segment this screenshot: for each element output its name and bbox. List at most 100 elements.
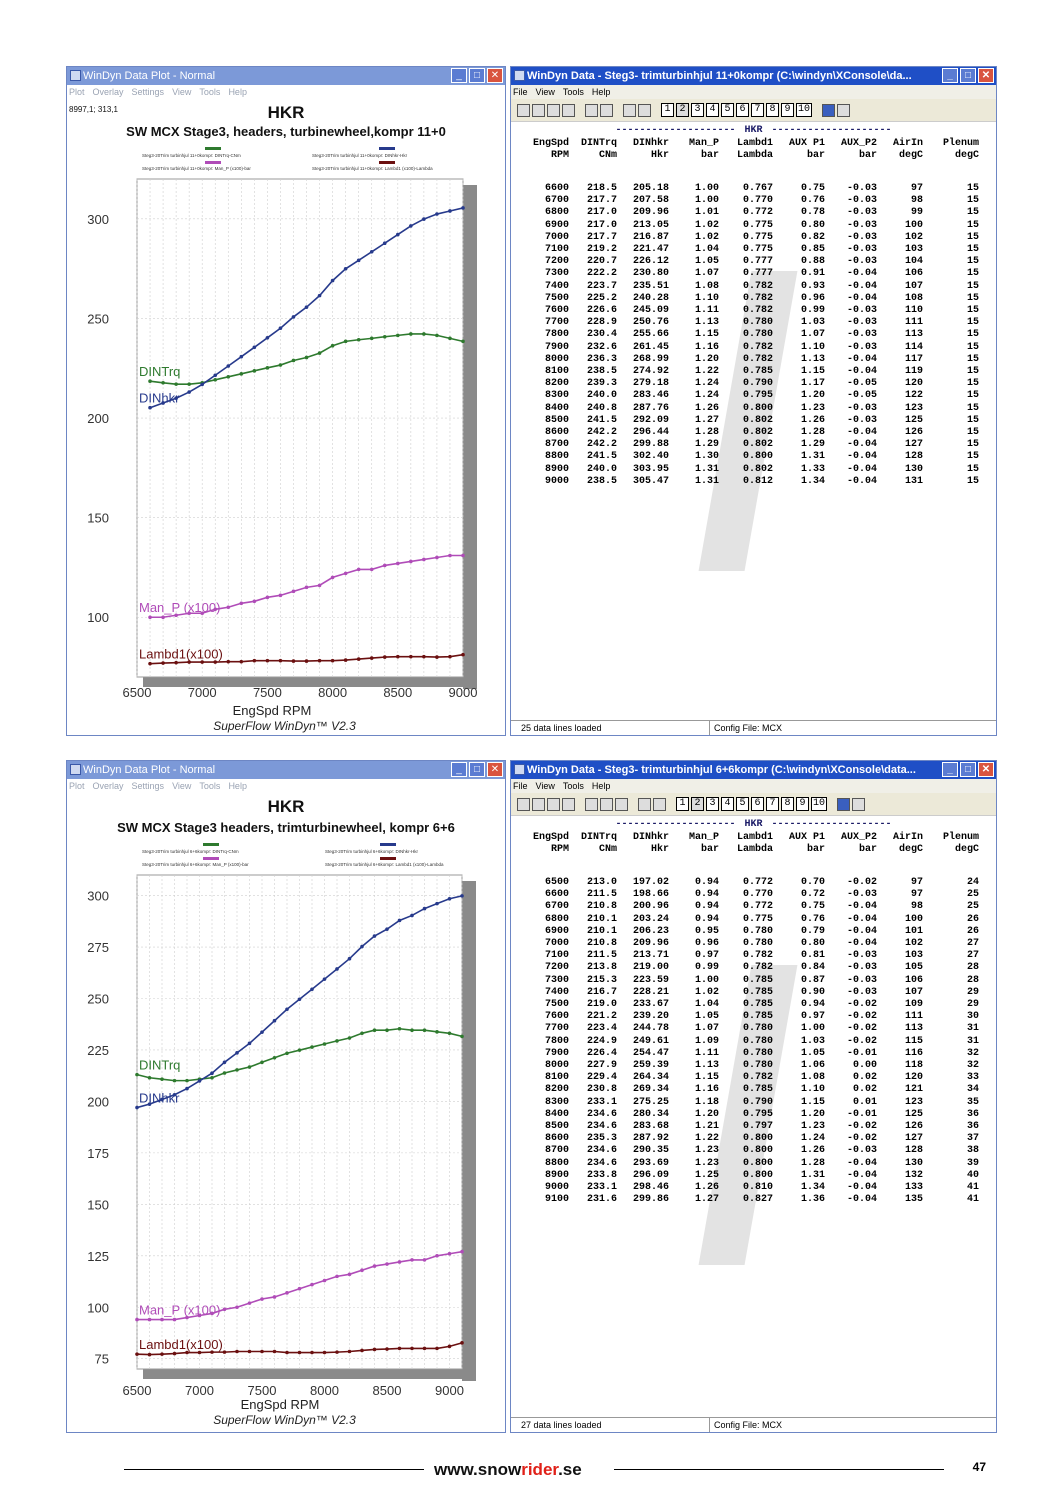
data-window-1-titlebar[interactable]: WinDyn Data - Steg3- trimturbinhjul 11+0… [511, 67, 996, 85]
plot-window-1-titlebar[interactable]: WinDyn Data Plot - Normal _ □ ✕ [67, 67, 505, 85]
menu-help[interactable]: Help [591, 781, 611, 791]
data-point-dinhkr [422, 906, 427, 911]
menu-settings[interactable]: Settings [131, 87, 165, 97]
table-cell: 8100 [544, 1072, 569, 1084]
print-icon[interactable] [585, 797, 598, 811]
play-icon[interactable] [562, 797, 575, 811]
minimize-button[interactable]: _ [451, 762, 467, 777]
table-cell: 213.05 [632, 219, 669, 231]
menu-settings[interactable]: Settings [131, 781, 165, 791]
menu-view[interactable]: View [172, 87, 192, 97]
edit-graph-icon[interactable] [615, 797, 628, 811]
menu-help[interactable]: Help [228, 781, 247, 791]
page-tab-7[interactable]: 7 [766, 797, 779, 811]
page-tab-8[interactable]: 8 [781, 797, 794, 811]
edit-graph-icon[interactable] [600, 103, 613, 117]
page-tab-3[interactable]: 3 [691, 103, 704, 117]
page-tab-4[interactable]: 4 [706, 103, 719, 117]
play-icon[interactable] [562, 103, 575, 117]
menu-help[interactable]: Help [591, 87, 611, 97]
data-point-dintrq [187, 382, 191, 386]
page-tab-1[interactable]: 1 [676, 797, 689, 811]
data-point-manp [210, 1311, 214, 1316]
page-tab-9[interactable]: 9 [796, 797, 809, 811]
save-icon[interactable] [547, 103, 560, 117]
menu-view[interactable]: View [172, 781, 192, 791]
page-tab-10[interactable]: 10 [811, 797, 827, 811]
menu-help[interactable]: Help [228, 87, 247, 97]
note-icon[interactable] [638, 103, 651, 117]
page-tab-2[interactable]: 2 [676, 103, 689, 117]
close-button[interactable]: ✕ [978, 762, 994, 777]
data-window-2-titlebar[interactable]: WinDyn Data - Steg3- trimturbinhjul 6+6k… [511, 761, 996, 779]
page-tab-1[interactable]: 1 [661, 103, 674, 117]
page-tab-8[interactable]: 8 [766, 103, 779, 117]
menu-overlay[interactable]: Overlay [92, 87, 124, 97]
close-button[interactable]: ✕ [487, 762, 503, 777]
graph-icon[interactable] [600, 797, 613, 811]
chart-icon[interactable] [822, 103, 835, 117]
page-tab-5[interactable]: 5 [736, 797, 749, 811]
page-tab-6[interactable]: 6 [736, 103, 749, 117]
menu-file[interactable]: File [513, 781, 528, 791]
table-cell: -0.03 [846, 974, 877, 986]
minimize-button[interactable]: _ [942, 762, 958, 777]
table-cell: 35 [966, 1096, 979, 1108]
page-tab-7[interactable]: 7 [751, 103, 764, 117]
new-file-icon[interactable] [517, 797, 530, 811]
maximize-button[interactable]: □ [960, 762, 976, 777]
data-point-manp [239, 601, 244, 606]
list-icon[interactable] [638, 797, 651, 811]
note-icon[interactable] [653, 797, 666, 811]
close-button[interactable]: ✕ [487, 68, 503, 83]
graph-icon[interactable] [585, 103, 598, 117]
menu-file[interactable]: File [513, 87, 528, 97]
list-icon[interactable] [623, 103, 636, 117]
save-icon[interactable] [547, 797, 560, 811]
menu-plot[interactable]: Plot [69, 87, 85, 97]
table-cell: 1.22 [694, 1133, 719, 1145]
page-tab-10[interactable]: 10 [796, 103, 812, 117]
site-brand[interactable]: www.snowrider.se [434, 1460, 582, 1480]
menu-overlay[interactable]: Overlay [92, 781, 124, 791]
table-cell: 0.802 [742, 439, 773, 451]
data-point-dinhkr [185, 1086, 189, 1091]
table-cell: 1.08 [800, 1072, 825, 1084]
open-folder-icon[interactable] [532, 103, 545, 117]
new-file-icon[interactable] [517, 103, 530, 117]
page-tab-9[interactable]: 9 [781, 103, 794, 117]
column-header: Man_P [688, 138, 719, 149]
settings-icon[interactable] [837, 103, 850, 117]
table-cell: 305.47 [632, 475, 669, 487]
maximize-button[interactable]: □ [960, 68, 976, 83]
close-button[interactable]: ✕ [978, 68, 994, 83]
page-tab-4[interactable]: 4 [721, 797, 734, 811]
menu-tools[interactable]: Tools [562, 87, 584, 97]
minimize-button[interactable]: _ [942, 68, 958, 83]
table-cell: 7000 [544, 231, 569, 243]
table-cell: 1.15 [694, 329, 719, 341]
menu-plot[interactable]: Plot [69, 781, 85, 791]
menu-view[interactable]: View [535, 781, 555, 791]
plot-window-2-titlebar[interactable]: WinDyn Data Plot - Normal _ □ ✕ [67, 761, 505, 779]
chart-icon[interactable] [837, 797, 850, 811]
menu-view[interactable]: View [535, 87, 555, 97]
settings-icon[interactable] [852, 797, 865, 811]
menu-tools[interactable]: Tools [562, 781, 584, 791]
page-tab-2[interactable]: 2 [691, 797, 704, 811]
minimize-button[interactable]: _ [451, 68, 467, 83]
page-tab-6[interactable]: 6 [751, 797, 764, 811]
x-tick-label: 7500 [248, 1383, 277, 1398]
table-cell: 31 [966, 1023, 979, 1035]
maximize-button[interactable]: □ [469, 68, 485, 83]
table-cell: -0.03 [846, 183, 877, 194]
page-tab-5[interactable]: 5 [721, 103, 734, 117]
page-tab-3[interactable]: 3 [706, 797, 719, 811]
menu-tools[interactable]: Tools [199, 781, 221, 791]
table-cell: 216.87 [632, 231, 669, 243]
data-point-lambd1 [239, 659, 244, 664]
menu-tools[interactable]: Tools [199, 87, 221, 97]
maximize-button[interactable]: □ [469, 762, 485, 777]
table-cell: 28 [966, 962, 979, 974]
open-folder-icon[interactable] [532, 797, 545, 811]
